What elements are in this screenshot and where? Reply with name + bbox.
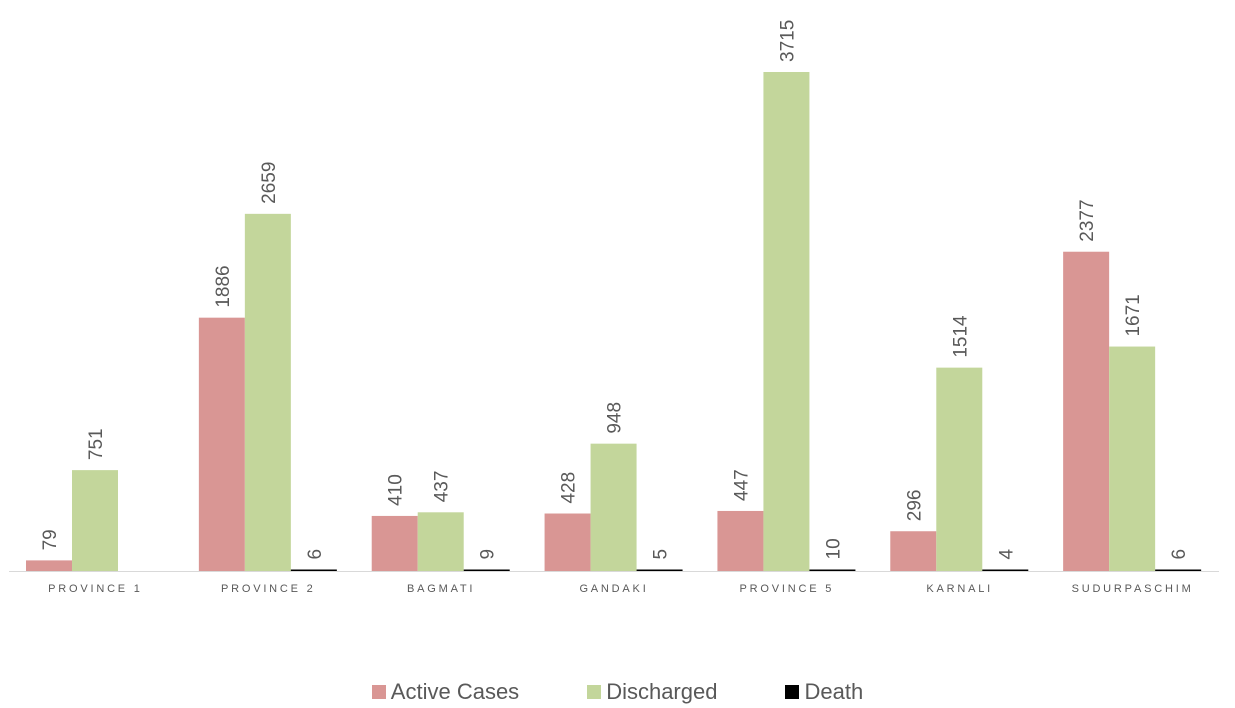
bar-active-cases-karnali [890, 531, 937, 571]
legend-swatch-death [785, 685, 800, 699]
x-tick-label: PROVINCE 2 [221, 583, 316, 595]
legend-swatch-discharged [587, 685, 602, 699]
data-label: 79 [40, 529, 61, 550]
data-label: 1671 [1123, 294, 1144, 336]
data-label: 447 [731, 469, 752, 501]
bar-active-cases-sudurpaschim [1063, 251, 1110, 572]
data-label: 9 [478, 549, 499, 560]
data-label: 1886 [213, 265, 234, 307]
x-tick-label: SUDURPASCHIM [1072, 583, 1194, 595]
bar-discharged-karnali [936, 367, 983, 571]
x-tick-label: KARNALI [926, 583, 993, 595]
data-label: 10 [823, 538, 844, 559]
legend-item-active-cases: Active Cases [371, 679, 520, 705]
bar-discharged-sudurpaschim [1109, 346, 1156, 571]
x-tick-label: PROVINCE 1 [48, 583, 143, 595]
data-label: 2377 [1077, 199, 1098, 241]
bar-active-cases-province-5 [717, 510, 764, 571]
legend: Active Cases Discharged Death [0, 676, 1235, 708]
data-label: 4 [996, 549, 1017, 560]
data-label: 296 [904, 490, 925, 522]
bar-active-cases-gandaki [544, 513, 591, 571]
bar-active-cases-province-1 [26, 560, 72, 571]
legend-item-death: Death [785, 679, 863, 705]
x-tick-label: PROVINCE 5 [740, 583, 835, 595]
bar-death-sudurpaschim [1155, 569, 1202, 571]
data-label: 6 [1169, 549, 1190, 560]
x-tick-label: BAGMATI [407, 583, 475, 595]
data-label: 410 [386, 474, 407, 506]
data-label: 428 [559, 472, 580, 504]
legend-swatch-active-cases [371, 685, 386, 699]
data-label: 437 [432, 471, 453, 503]
data-label: 948 [605, 402, 626, 434]
legend-label-active-cases: Active Cases [390, 679, 520, 704]
bar-discharged-bagmati [417, 512, 464, 571]
data-label: 5 [651, 549, 672, 560]
bar-death-bagmati [463, 569, 510, 571]
data-label: 751 [86, 428, 107, 460]
bar-discharged-gandaki [590, 443, 637, 571]
data-label: 1514 [950, 315, 971, 358]
legend-label-discharged: Discharged [606, 679, 718, 704]
data-label: 2659 [259, 162, 280, 204]
bar-active-cases-bagmati [371, 515, 418, 571]
bar-discharged-province-2 [244, 213, 291, 571]
bar-death-gandaki [636, 569, 683, 571]
bar-discharged-province-5 [763, 72, 810, 571]
bar-death-karnali [982, 569, 1029, 571]
bar-active-cases-province-2 [198, 317, 245, 571]
bar-death-province-2 [290, 569, 337, 571]
data-label: 3715 [777, 20, 798, 62]
data-label: 6 [305, 549, 326, 560]
bar-discharged-province-1 [72, 470, 118, 571]
x-tick-label: GANDAKI [579, 583, 648, 595]
bar-death-province-5 [809, 569, 856, 571]
legend-item-discharged: Discharged [587, 679, 717, 705]
legend-label-death: Death [804, 679, 864, 704]
